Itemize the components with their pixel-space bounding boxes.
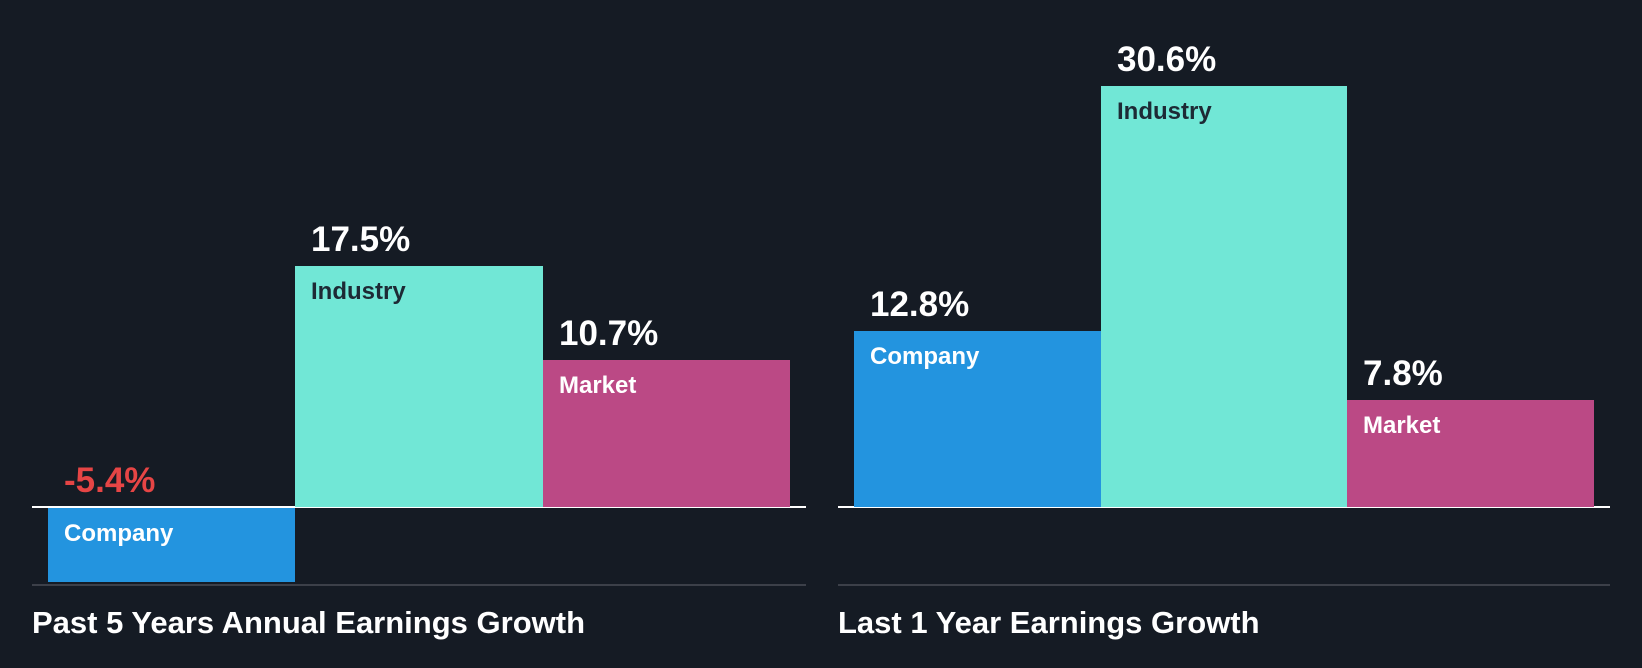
bar-company: Company bbox=[48, 508, 295, 583]
chart-title: Past 5 Years Annual Earnings Growth bbox=[32, 605, 586, 640]
zero-baseline bbox=[32, 506, 806, 508]
bottom-rule bbox=[32, 584, 806, 586]
value-label-company: 12.8% bbox=[870, 285, 970, 324]
bar-label-company: Company bbox=[64, 520, 174, 547]
bar-label-company: Company bbox=[870, 343, 980, 370]
chart-past-5-years: Company -5.4% Industry 17.5% Market 10.7… bbox=[32, 220, 806, 640]
bar-company: Company bbox=[854, 331, 1101, 507]
value-label-market: 7.8% bbox=[1363, 353, 1443, 393]
bar-label-industry: Industry bbox=[311, 278, 406, 306]
bar-label-market: Market bbox=[1363, 411, 1441, 439]
bar-industry: Industry bbox=[1101, 86, 1347, 507]
bar-label-market: Market bbox=[559, 371, 637, 399]
bar-market: Market bbox=[543, 359, 790, 507]
value-label-market: 10.7% bbox=[559, 313, 659, 353]
value-label-industry: 17.5% bbox=[311, 220, 411, 260]
chart-title: Last 1 Year Earnings Growth bbox=[838, 605, 1260, 640]
value-label-company: -5.4% bbox=[64, 461, 156, 500]
bottom-rule bbox=[838, 584, 1610, 586]
bar-label-industry: Industry bbox=[1117, 98, 1212, 126]
value-label-industry: 30.6% bbox=[1117, 40, 1217, 80]
bar-market: Market bbox=[1347, 399, 1594, 507]
zero-baseline bbox=[838, 506, 1610, 508]
bar-industry: Industry bbox=[295, 266, 543, 507]
